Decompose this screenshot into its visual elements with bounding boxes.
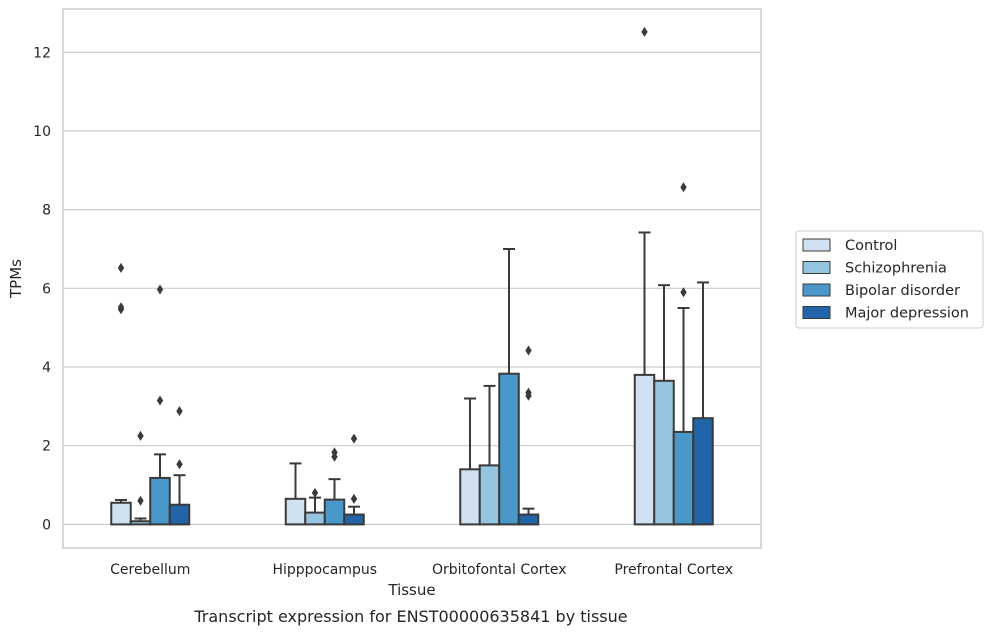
outlier-point	[525, 345, 532, 356]
error-bars	[115, 231, 709, 522]
bar	[129, 520, 152, 526]
outlier-point	[137, 495, 144, 506]
outlier-points	[117, 26, 687, 506]
outlier-point	[680, 182, 687, 193]
bar	[517, 513, 540, 526]
bar	[459, 468, 481, 526]
outlier-point	[525, 390, 532, 401]
y-tick-label: 4	[42, 360, 51, 376]
outlier-point	[176, 406, 183, 417]
y-tick-label: 2	[42, 439, 51, 455]
bar	[498, 372, 520, 526]
outlier-point	[350, 493, 358, 504]
x-tick-labels: Cerebellum Hipppocampus Orbitofontal Corte…	[110, 562, 733, 578]
legend-swatch	[802, 238, 831, 252]
x-tick-label: Hipppocampus	[272, 562, 377, 578]
outlier-point	[311, 487, 319, 498]
bar	[168, 503, 191, 526]
bar	[304, 511, 326, 526]
legend-frame	[795, 230, 984, 329]
outlier-point	[137, 430, 144, 441]
x-axis-label: Tissue	[387, 581, 435, 599]
y-axis-label: TPMs	[7, 259, 25, 299]
y-tick-label: 12	[33, 45, 51, 61]
x-tick-label: Cerebellum	[110, 562, 190, 578]
outlier-point	[176, 459, 183, 470]
x-tick-label: Orbitofontal Cortex	[432, 562, 567, 578]
outlier-point	[117, 304, 125, 315]
bar	[672, 430, 695, 526]
legend-swatch	[802, 261, 831, 274]
outlier-point	[117, 262, 125, 273]
legend: Control Schizophrenia Bipolar disorder Majo…	[795, 230, 984, 329]
y-tick-label: 0	[42, 517, 51, 533]
y-tick-label: 8	[42, 203, 51, 219]
bar	[692, 417, 714, 526]
legend-swatch	[802, 306, 831, 319]
outlier-point	[641, 26, 648, 37]
bar	[110, 501, 132, 526]
legend-swatch	[802, 283, 831, 297]
bar	[149, 476, 171, 526]
legend-label: Bipolar disorder	[845, 283, 960, 299]
outlier-point	[156, 284, 164, 295]
y-tick-label: 10	[33, 124, 51, 140]
bar	[653, 379, 675, 526]
gridlines	[63, 51, 761, 525]
bars	[110, 372, 714, 526]
legend-label: Schizophrenia	[845, 261, 947, 277]
legend-label: Control	[845, 238, 897, 254]
x-tick-label: Prefrontal Cortex	[614, 562, 733, 578]
outlier-point	[331, 451, 338, 462]
bar	[284, 497, 307, 526]
legend-label: Major depression	[845, 306, 969, 322]
bar	[323, 498, 346, 526]
y-tick-label: 6	[42, 281, 51, 297]
y-tick-labels: 0 2 4 6 8 10 12	[33, 45, 51, 533]
plot-frame	[62, 8, 762, 549]
outlier-point	[680, 287, 687, 298]
chart-caption: Transcript expression for ENST0000063584…	[193, 607, 627, 626]
bar	[478, 464, 501, 526]
bar	[343, 513, 365, 526]
bar	[633, 373, 656, 526]
outlier-point	[156, 395, 164, 406]
outlier-point	[350, 433, 358, 444]
